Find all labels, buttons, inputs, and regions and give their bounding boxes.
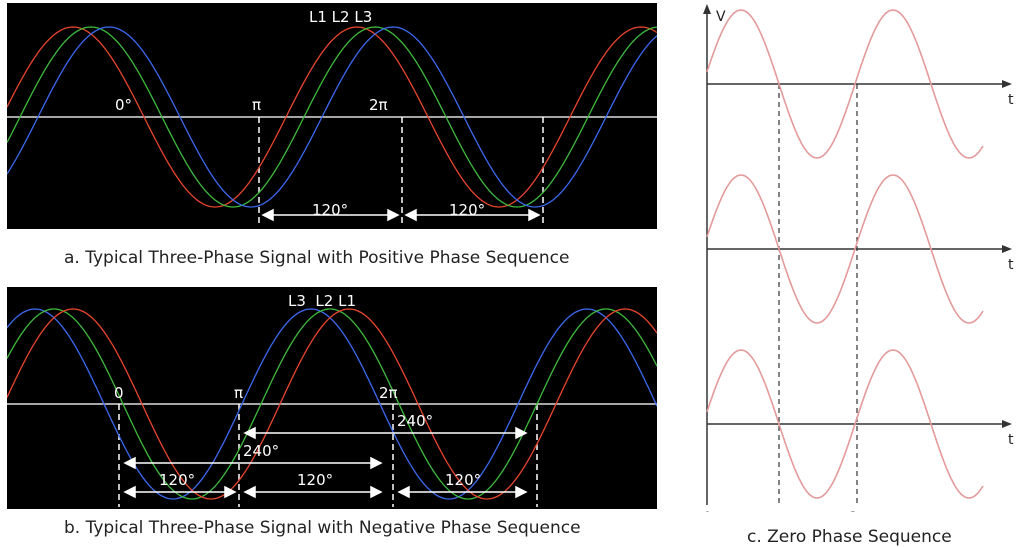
zero-sequence-panel: V t t t 0 π 2π — [690, 0, 1016, 512]
span-arrow-120-3 — [397, 485, 528, 499]
angle-label-zero: 0° — [115, 96, 132, 114]
angle-label-pi: π — [252, 96, 261, 114]
x-tick-label-pi: π — [774, 510, 783, 512]
negative-sequence-panel: L3 L2 L1 0 π 2π 240° 240° 120° 120° 120° — [7, 287, 657, 509]
span-label-120-2: 120° — [297, 471, 333, 489]
time-axis-3-arrow-icon — [1002, 420, 1012, 428]
time-axis-1-arrow-icon — [1002, 80, 1012, 88]
waveforms — [7, 308, 657, 500]
caption-zero-sequence: c. Zero Phase Sequence — [747, 527, 952, 547]
wave-l1 — [7, 308, 657, 500]
zero-sequence-plot: V t t t 0 π 2π — [703, 4, 1014, 512]
span-label-2: 120° — [449, 201, 485, 219]
angle-label-2pi: 2π — [369, 96, 388, 114]
span-label-1: 120° — [312, 201, 348, 219]
span-label-120-1: 120° — [159, 471, 195, 489]
span-arrow-120-2 — [243, 485, 383, 499]
zero-wave-1 — [706, 9, 984, 159]
positive-sequence-plot: L1 L2 L3 0° π 2π 120° 120° — [7, 8, 657, 227]
span-arrow-240-upper — [243, 426, 528, 440]
wave-l3 — [7, 26, 657, 208]
angle-label-pi: π — [234, 384, 243, 402]
zero-wave-3 — [706, 349, 984, 499]
x-tick-label-zero: 0 — [703, 510, 712, 512]
span-arrow-120-1 — [123, 485, 237, 499]
span-label-120-3: 120° — [445, 471, 481, 489]
x-tick-label-2pi: 2π — [849, 510, 867, 512]
span-arrow-2 — [404, 208, 541, 222]
series-labels: L3 L2 L1 — [288, 292, 356, 310]
negative-sequence-plot: L3 L2 L1 0 π 2π 240° 240° 120° 120° 120° — [7, 292, 657, 507]
caption-positive-sequence: a. Typical Three-Phase Signal with Posit… — [64, 248, 570, 268]
angle-label-2pi: 2π — [379, 384, 398, 402]
wave-l2 — [7, 26, 657, 208]
y-axis-label: V — [716, 9, 726, 25]
span-arrow-1 — [261, 208, 400, 222]
waveforms — [7, 26, 657, 208]
wave-l2 — [7, 308, 657, 500]
waveforms — [706, 9, 984, 499]
zero-wave-2 — [706, 174, 984, 324]
positive-sequence-panel: L1 L2 L3 0° π 2π 120° 120° — [7, 3, 657, 229]
time-label-1: t — [1008, 92, 1014, 108]
span-arrow-240-lower — [123, 456, 383, 470]
angle-label-zero: 0 — [114, 384, 124, 402]
time-axis-2-arrow-icon — [1002, 245, 1012, 253]
caption-negative-sequence: b. Typical Three-Phase Signal with Negat… — [64, 518, 581, 538]
series-labels: L1 L2 L3 — [309, 8, 372, 26]
wave-l1 — [7, 26, 657, 208]
span-label-240-upper: 240° — [397, 412, 433, 430]
time-label-3: t — [1008, 432, 1014, 448]
time-label-2: t — [1008, 257, 1014, 273]
wave-l3 — [7, 308, 657, 500]
span-label-240-lower: 240° — [243, 442, 279, 460]
y-axis-arrow-icon — [703, 4, 711, 14]
